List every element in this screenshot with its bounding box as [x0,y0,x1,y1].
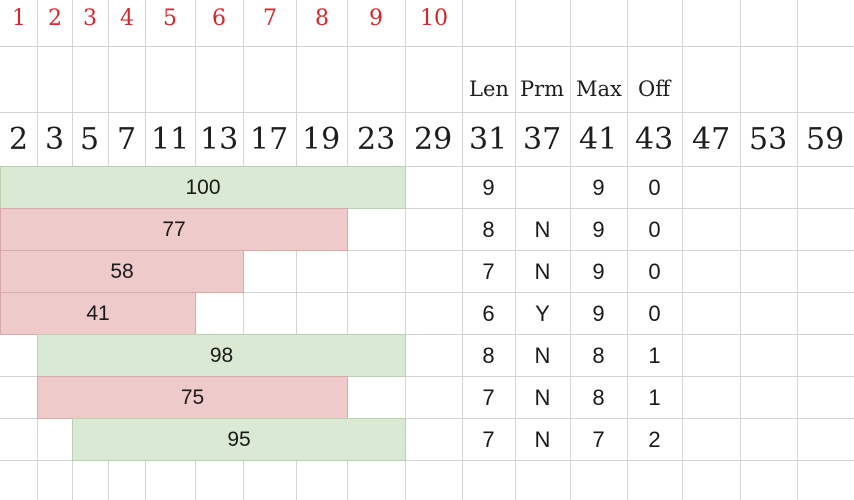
prime-5: 5 [80,122,100,157]
prime-19: 19 [302,122,341,157]
grid-row-line [0,334,854,335]
cell-max[interactable]: 9 [592,259,605,284]
prime-37: 37 [523,122,562,157]
index-number-4: 4 [120,6,134,31]
index-number-8: 8 [315,6,329,31]
cell-off[interactable]: 0 [648,301,661,326]
prime-3: 3 [45,122,65,157]
column-header-max: Max [576,77,622,101]
cell-off[interactable]: 0 [648,217,661,242]
sum-bar-41[interactable]: 41 [0,292,196,335]
cell-max[interactable]: 9 [592,217,605,242]
cell-off[interactable]: 0 [648,175,661,200]
prime-11: 11 [151,122,190,157]
cell-prm[interactable]: N [534,385,551,410]
column-header-off: Off [638,77,671,101]
grid-row-line [0,460,854,461]
cell-prm[interactable]: N [534,427,551,452]
cell-len[interactable]: 9 [482,175,495,200]
prime-17: 17 [250,122,289,157]
cell-off[interactable]: 2 [648,427,661,452]
grid-row-line [0,46,854,47]
prime-47: 47 [692,122,731,157]
cell-off[interactable]: 0 [648,259,661,284]
cell-max[interactable]: 9 [592,175,605,200]
sum-bar-58[interactable]: 58 [0,250,244,293]
grid-row-line [0,418,854,419]
index-number-7: 7 [263,6,277,31]
index-number-5: 5 [163,6,177,31]
prime-13: 13 [200,122,239,157]
grid-row-line [0,112,854,113]
cell-len[interactable]: 6 [482,301,495,326]
cell-off[interactable]: 1 [648,385,661,410]
index-number-2: 2 [48,6,62,31]
cell-max[interactable]: 7 [592,427,605,452]
cell-len[interactable]: 7 [482,259,495,284]
index-number-1: 1 [12,6,26,31]
prime-31: 31 [469,122,508,157]
index-number-6: 6 [212,6,226,31]
sum-bar-100[interactable]: 100 [0,166,406,209]
cell-max[interactable]: 9 [592,301,605,326]
cell-len[interactable]: 8 [482,343,495,368]
cell-max[interactable]: 8 [592,343,605,368]
index-number-3: 3 [83,6,97,31]
sum-bar-98[interactable]: 98 [37,334,406,377]
cell-len[interactable]: 7 [482,427,495,452]
grid-row-line [0,166,854,167]
sum-bar-95[interactable]: 95 [72,418,406,461]
grid-row-line [0,292,854,293]
prime-29: 29 [414,122,453,157]
column-header-prm: Prm [520,77,565,101]
cell-prm[interactable]: N [534,217,551,242]
column-header-len: Len [469,77,509,101]
sum-bar-75[interactable]: 75 [37,376,348,419]
cell-len[interactable]: 7 [482,385,495,410]
grid-row-line [0,250,854,251]
prime-59: 59 [806,122,845,157]
grid-row-line [0,376,854,377]
sum-bar-77[interactable]: 77 [0,208,348,251]
cell-prm[interactable]: N [534,259,551,284]
prime-41: 41 [579,122,618,157]
cell-off[interactable]: 1 [648,343,661,368]
cell-prm[interactable]: Y [535,301,550,326]
prime-43: 43 [635,122,674,157]
prime-7: 7 [117,122,137,157]
cell-prm[interactable]: N [534,343,551,368]
prime-53: 53 [749,122,788,157]
prime-23: 23 [357,122,396,157]
index-number-9: 9 [369,6,383,31]
index-number-10: 10 [420,6,448,31]
cell-max[interactable]: 8 [592,385,605,410]
cell-len[interactable]: 8 [482,217,495,242]
prime-2: 2 [9,122,29,157]
grid-row-line [0,208,854,209]
